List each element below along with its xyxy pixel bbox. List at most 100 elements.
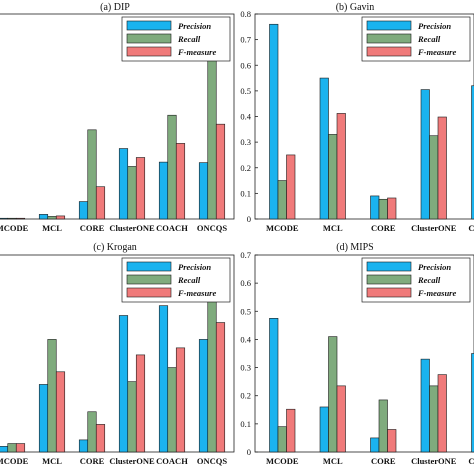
bar-recall bbox=[127, 166, 137, 220]
legend-swatch-precision bbox=[366, 20, 412, 31]
bar-fmeasure bbox=[215, 123, 226, 220]
category-label: MCODE bbox=[0, 456, 29, 466]
legend-label-fmeasure: F-measure bbox=[177, 47, 216, 57]
panel-mips: 0 0.1 0.2 0.3 0.4 0.5 0.6 0.7 MCODE MCL CORE Cluste… bbox=[240, 250, 474, 466]
bar-fmeasure bbox=[135, 354, 146, 453]
category-label: ClusterONE bbox=[411, 223, 457, 233]
bar-recall bbox=[328, 134, 338, 220]
category-label: ONCQS bbox=[197, 456, 228, 466]
category-label: COACH bbox=[156, 456, 188, 466]
y-tick-label: 0.1 bbox=[240, 188, 251, 198]
bar-fmeasure bbox=[437, 374, 447, 453]
category-label: COACH bbox=[156, 223, 188, 233]
y-tick-label: 0 bbox=[247, 447, 251, 457]
category-label: ClusterONE bbox=[109, 223, 155, 233]
bar-fmeasure bbox=[336, 385, 346, 453]
legend-label-precision: Precision bbox=[178, 262, 211, 272]
bar-fmeasure bbox=[175, 143, 186, 220]
y-tick-label: 0.6 bbox=[240, 278, 251, 288]
legend-swatch-precision bbox=[126, 20, 172, 31]
bar-precision bbox=[269, 23, 279, 220]
bar-recall bbox=[7, 217, 17, 220]
bar-recall bbox=[429, 135, 439, 220]
bar-precision bbox=[420, 89, 430, 220]
plot-frame bbox=[0, 254, 235, 453]
bar-recall bbox=[277, 426, 287, 453]
category-label: MCODE bbox=[0, 223, 29, 233]
category-label: MCODE bbox=[266, 223, 299, 233]
panel-gavin: 0 0.1 0.2 0.3 0.4 0.5 0.6 0.7 0.8 MCODE MCL CORE Clu… bbox=[240, 9, 474, 233]
legend-swatch-recall bbox=[126, 274, 172, 285]
bar-precision bbox=[471, 353, 474, 453]
category-label: ONCQS bbox=[197, 223, 228, 233]
bar-fmeasure bbox=[55, 215, 66, 220]
legend-label-recall: Recall bbox=[177, 275, 201, 285]
bar-fmeasure bbox=[55, 371, 66, 453]
bar-precision bbox=[38, 384, 49, 453]
bar-precision bbox=[471, 85, 474, 220]
panel-c-title: (c) Krogan bbox=[93, 242, 137, 253]
bar-recall bbox=[207, 43, 217, 220]
bar-fmeasure bbox=[175, 347, 186, 453]
bar-recall bbox=[167, 114, 177, 220]
bar-fmeasure bbox=[215, 322, 226, 453]
legend-swatch-fmeasure bbox=[366, 46, 412, 57]
bar-precision bbox=[78, 439, 89, 453]
y-tick-label: 0.5 bbox=[240, 86, 251, 96]
plot-frame bbox=[254, 254, 474, 453]
legend-swatch-recall bbox=[366, 33, 412, 44]
bar-recall bbox=[47, 339, 57, 453]
bar-precision bbox=[158, 161, 169, 220]
bar-recall bbox=[127, 381, 137, 453]
bar-fmeasure bbox=[95, 186, 106, 220]
bar-fmeasure bbox=[387, 197, 397, 220]
bar-recall bbox=[87, 411, 97, 453]
bar-precision bbox=[158, 305, 169, 453]
legend-swatch-recall bbox=[126, 33, 172, 44]
legend-label-precision: Precision bbox=[178, 21, 211, 31]
y-tick-label: 0.6 bbox=[240, 60, 251, 70]
bar-precision bbox=[0, 217, 9, 220]
panel-a-title: (a) DIP bbox=[100, 2, 130, 13]
bar-precision bbox=[118, 315, 129, 453]
category-label: MCODE bbox=[266, 456, 299, 466]
bar-fmeasure bbox=[336, 113, 346, 220]
bar-precision bbox=[198, 162, 209, 220]
bar-recall bbox=[207, 296, 217, 453]
bar-precision bbox=[319, 406, 329, 453]
category-label: CORE bbox=[80, 456, 105, 466]
category-label: COACH bbox=[468, 223, 474, 233]
y-tick-label: 0.7 bbox=[240, 35, 251, 45]
bar-recall bbox=[429, 385, 439, 453]
legend-swatch-recall bbox=[366, 274, 412, 285]
bar-fmeasure bbox=[135, 157, 146, 220]
panel-d-title: (d) MIPS bbox=[336, 242, 374, 253]
y-tick-label: 0.7 bbox=[240, 250, 251, 260]
legend-label-fmeasure: F-measure bbox=[417, 47, 456, 57]
legend-label-fmeasure: F-measure bbox=[177, 288, 216, 298]
bar-precision bbox=[0, 446, 9, 453]
legend-swatch-precision bbox=[366, 261, 412, 272]
bar-fmeasure bbox=[286, 154, 296, 220]
category-label: MCL bbox=[323, 223, 343, 233]
bar-fmeasure bbox=[387, 429, 397, 453]
category-label: ClusterONE bbox=[411, 456, 457, 466]
bar-recall bbox=[87, 129, 97, 220]
y-tick-label: 0.4 bbox=[240, 334, 251, 344]
bar-fmeasure bbox=[15, 443, 26, 453]
y-tick-label: 0 bbox=[247, 214, 251, 224]
bar-precision bbox=[370, 437, 380, 453]
legend-label-recall: Recall bbox=[177, 34, 201, 44]
category-label: MCL bbox=[42, 223, 62, 233]
category-label: MCL bbox=[323, 456, 343, 466]
bar-precision bbox=[420, 358, 430, 453]
category-label: CORE bbox=[371, 223, 396, 233]
bar-precision bbox=[198, 339, 209, 453]
bar-recall bbox=[167, 367, 177, 453]
legend-label-precision: Precision bbox=[418, 21, 451, 31]
legend-swatch-fmeasure bbox=[126, 287, 172, 298]
y-tick-label: 0.5 bbox=[240, 306, 251, 316]
y-tick-label: 0.1 bbox=[240, 419, 251, 429]
bar-recall bbox=[7, 443, 17, 453]
